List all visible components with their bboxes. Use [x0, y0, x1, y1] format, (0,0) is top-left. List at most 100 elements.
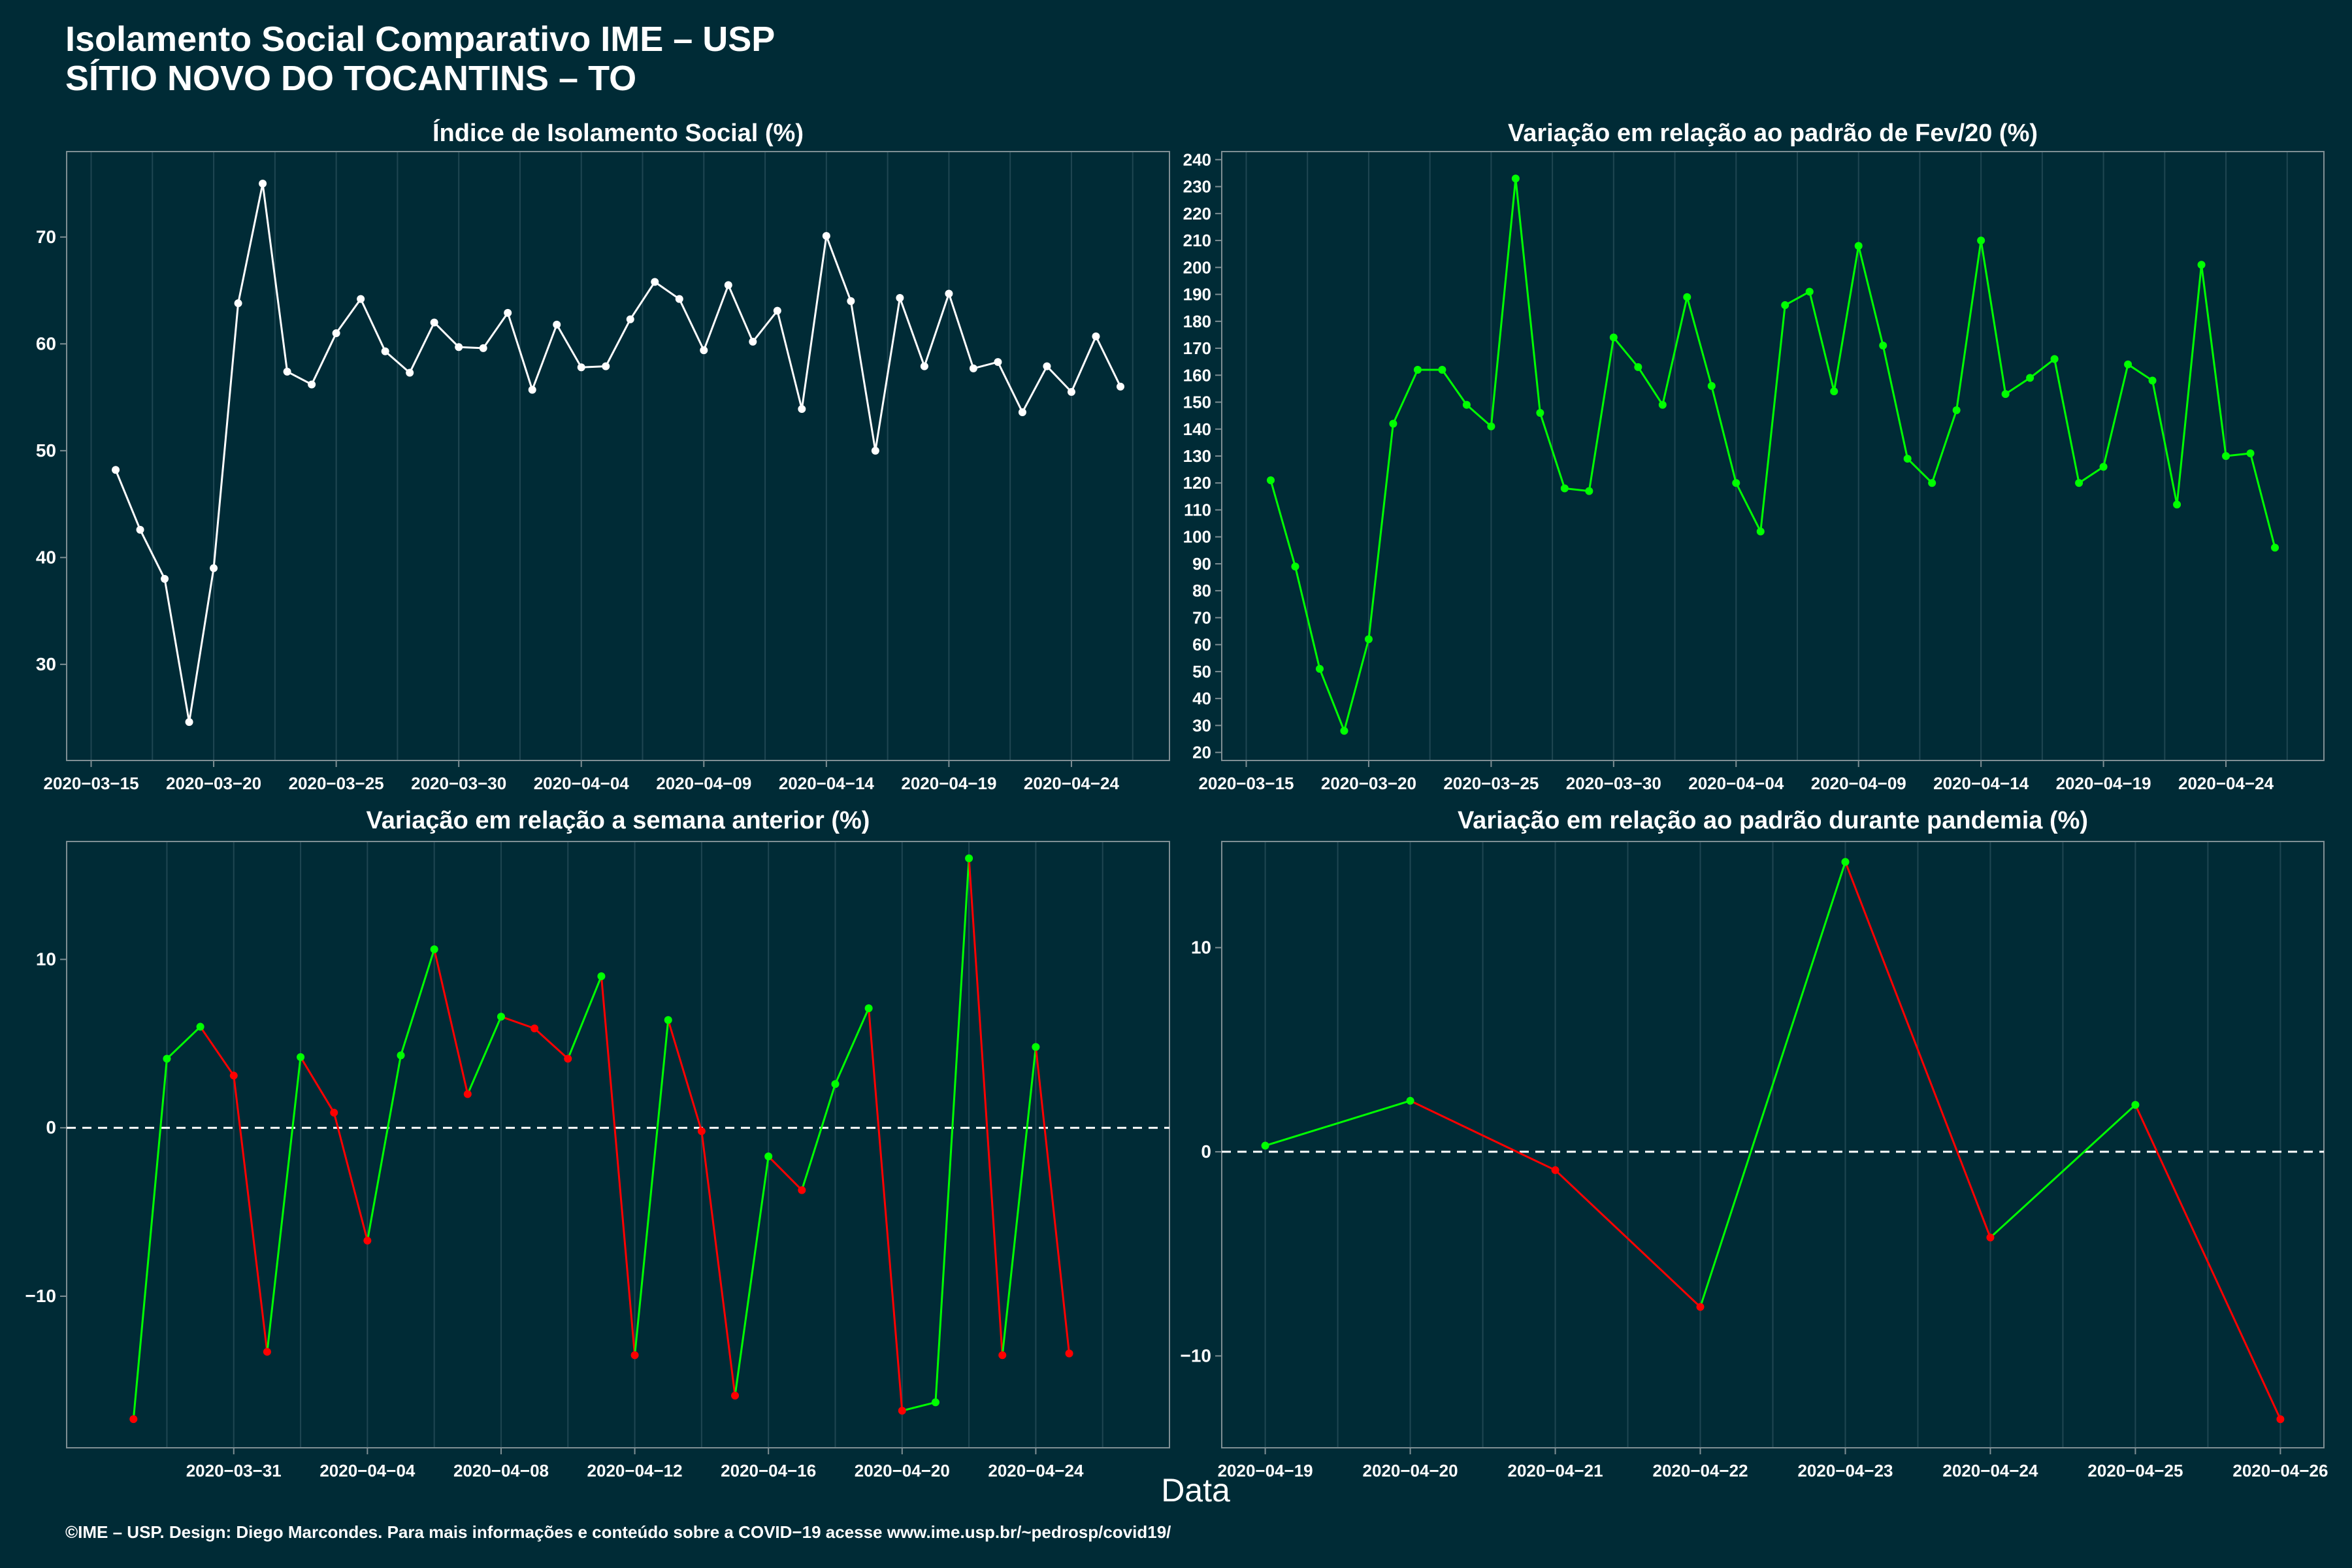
data-point [998, 1351, 1007, 1360]
series-segment [1710, 385, 1737, 483]
series-segment [581, 365, 606, 368]
data-point [1266, 476, 1275, 485]
x-tick-label: 2020−04−14 [1933, 774, 2029, 793]
series-segment [1564, 487, 1590, 493]
data-point [1634, 363, 1642, 371]
y-tick-label: 210 [1183, 231, 1211, 250]
series-segment [555, 324, 583, 368]
series-segment [634, 1020, 670, 1356]
data-point [1487, 422, 1495, 431]
y-tick-label: 10 [1191, 937, 1211, 957]
data-point [2131, 1101, 2140, 1109]
data-point [381, 347, 389, 355]
series-segment [1269, 480, 1296, 567]
y-tick-label: 30 [1192, 715, 1211, 735]
series-segment [163, 578, 191, 723]
y-tick-label: 80 [1192, 581, 1211, 600]
x-tick-label: 2020−04−26 [2232, 1461, 2328, 1480]
chart-title: Variação em relação ao padrão durante pa… [1458, 807, 2088, 834]
data-point [1879, 341, 1887, 350]
series-segment [2134, 1104, 2281, 1420]
series-segment [1294, 566, 1321, 670]
y-tick-label: 140 [1183, 419, 1211, 439]
data-point [430, 318, 438, 327]
data-point [630, 1351, 639, 1360]
series-segment [1906, 458, 1933, 484]
chart-panel-1: Índice de Isolamento Social (%) 30 40 50 60 7… [36, 118, 1170, 793]
data-point [577, 363, 585, 372]
chart-panel-3: Variação em relação a semana anterior (%… [25, 807, 1170, 1480]
series-segment [2053, 359, 2080, 483]
series-segment [1857, 245, 1884, 346]
x-tick-label: 2020−03−31 [186, 1461, 282, 1480]
series-segment [482, 312, 509, 349]
data-point [308, 380, 316, 389]
y-tick-label: 50 [36, 440, 56, 461]
series-segment [667, 1019, 703, 1132]
series-segment [934, 858, 970, 1403]
data-point [2001, 390, 2010, 399]
data-point [528, 385, 536, 394]
series-segment [1554, 1169, 1701, 1308]
x-tick-label: 2020−04−24 [2178, 774, 2274, 793]
y-tick-label: 30 [36, 654, 56, 674]
data-point [136, 525, 144, 534]
y-tick-label: 60 [1192, 635, 1211, 655]
x-tick-label: 2020−04−08 [453, 1461, 549, 1480]
plot-frame [66, 841, 1170, 1448]
data-point [602, 362, 610, 370]
x-axis-label: Data [1161, 1472, 1230, 1509]
series-segment [874, 297, 901, 451]
series-segment [629, 281, 656, 320]
data-point [455, 343, 463, 351]
series-segment [310, 333, 337, 385]
series-segment [1046, 365, 1073, 393]
series-segment [199, 1026, 235, 1077]
chart-title: Variação em relação ao padrão de Fev/20 … [1508, 120, 2038, 147]
y-tick-label: 40 [1192, 689, 1211, 708]
y-tick-label: 180 [1183, 312, 1211, 331]
series-segment [114, 469, 141, 531]
data-point [163, 1054, 171, 1063]
x-tick-label: 2020−04−23 [1797, 1461, 1893, 1480]
data-point [531, 1024, 539, 1033]
data-point [330, 1109, 338, 1117]
data-point [406, 368, 414, 377]
chart-panel-2: Variação em relação ao padrão de Fev/20 … [1183, 120, 2325, 793]
series-segment [1034, 1047, 1071, 1354]
series-segment [1441, 369, 1468, 406]
x-tick-label: 2020−04−09 [656, 774, 751, 793]
footer-credit: ©IME – USP. Design: Diego Marcondes. Par… [65, 1522, 1171, 1542]
series-segment [1318, 668, 1345, 732]
series-segment [266, 1056, 302, 1352]
x-tick-label: 2020−04−21 [1508, 1461, 1603, 1480]
data-point [2197, 261, 2206, 269]
series-segment [868, 1008, 904, 1411]
data-point [764, 1152, 773, 1161]
series-segment [1759, 304, 1786, 532]
data-point [259, 180, 267, 188]
series-segment [604, 319, 632, 367]
x-tick-label: 2020−04−16 [721, 1461, 816, 1480]
data-point [1511, 174, 1520, 183]
series-segment [1514, 178, 1541, 414]
data-point [1018, 408, 1026, 416]
x-tick-label: 2020−04−04 [1688, 774, 1784, 793]
data-point [798, 405, 806, 414]
plot-frame [1221, 841, 2325, 1448]
series-segment [233, 1075, 269, 1352]
y-tick-label: 200 [1183, 257, 1211, 277]
data-point [196, 1022, 204, 1031]
data-point [2026, 374, 2034, 382]
series-segment [768, 1155, 803, 1191]
chart-title: Índice de Isolamento Social (%) [433, 118, 804, 147]
data-point [2075, 479, 2083, 487]
data-point [1707, 382, 1716, 390]
data-point [1551, 1166, 1560, 1175]
series-segment [1980, 240, 2007, 395]
plot-frame [66, 151, 1170, 761]
series-segment [1735, 482, 1762, 532]
series-segment [923, 293, 950, 367]
data-point [1032, 1043, 1040, 1051]
data-point [504, 308, 512, 317]
